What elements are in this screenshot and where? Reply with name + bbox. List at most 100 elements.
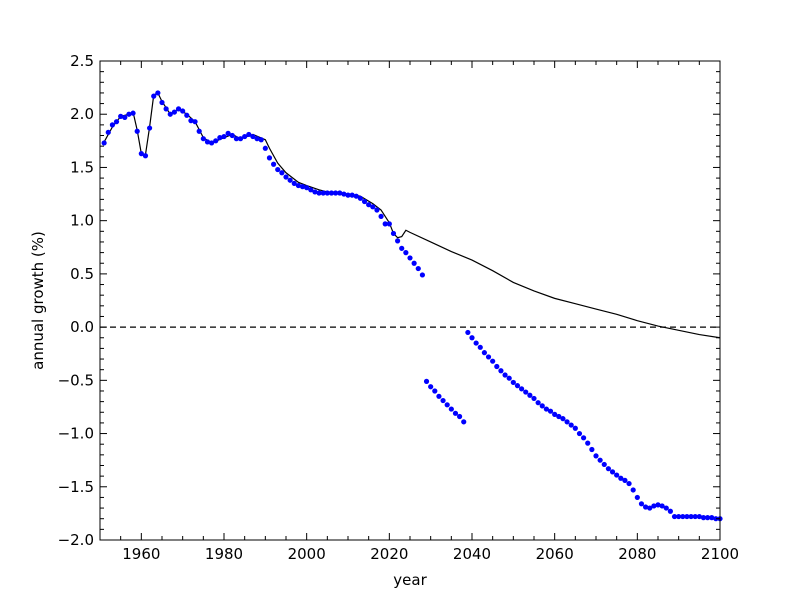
data-point-2056 bbox=[535, 400, 541, 406]
data-point-2032 bbox=[436, 393, 442, 399]
data-point-1952 bbox=[105, 129, 111, 135]
data-point-2051 bbox=[514, 383, 521, 389]
data-point-2074 bbox=[609, 469, 616, 475]
data-point-2066 bbox=[576, 430, 583, 437]
y-tick-label: 0.0 bbox=[70, 318, 94, 336]
data-point-2018 bbox=[378, 213, 384, 220]
data-point-1993 bbox=[275, 166, 281, 173]
data-point-2071 bbox=[597, 457, 603, 463]
data-point-2050 bbox=[510, 379, 516, 386]
data-point-2038 bbox=[461, 419, 467, 425]
data-point-2022 bbox=[395, 238, 401, 244]
data-point-2053 bbox=[523, 389, 529, 395]
data-point-2054 bbox=[527, 392, 533, 398]
data-point-2062 bbox=[560, 416, 566, 422]
data-point-1967 bbox=[167, 111, 173, 117]
data-point-1981 bbox=[225, 130, 231, 136]
y-axis-label: annual growth (%) bbox=[29, 231, 47, 370]
data-point-1995 bbox=[283, 174, 289, 180]
data-point-2009 bbox=[341, 191, 347, 197]
data-point-2002 bbox=[312, 189, 318, 195]
data-point-2055 bbox=[531, 395, 537, 402]
data-point-2014 bbox=[361, 198, 368, 205]
data-point-1982 bbox=[229, 132, 235, 139]
data-point-1977 bbox=[209, 140, 215, 146]
data-point-1953 bbox=[109, 122, 115, 128]
data-point-2006 bbox=[328, 190, 335, 196]
data-point-2069 bbox=[589, 446, 595, 453]
data-point-1971 bbox=[184, 112, 190, 118]
data-point-2019 bbox=[382, 221, 388, 227]
data-point-2081 bbox=[638, 501, 645, 507]
tick-layer: 1960 1980 2000 2020 2040 2060 2080 2100 −2.0 −1.5… bbox=[58, 52, 740, 563]
data-point-2007 bbox=[333, 190, 339, 196]
data-point-1989 bbox=[258, 137, 264, 143]
data-point-2098 bbox=[709, 515, 715, 521]
data-point-2058 bbox=[543, 406, 550, 412]
data-point-2067 bbox=[581, 435, 587, 441]
data-point-2034 bbox=[444, 402, 450, 408]
data-point-2041 bbox=[473, 340, 479, 346]
data-point-2020 bbox=[386, 221, 392, 227]
y-tick-label: −1.0 bbox=[58, 425, 94, 443]
data-point-1975 bbox=[200, 136, 206, 142]
data-point-2078 bbox=[626, 480, 632, 487]
data-point-2091 bbox=[680, 513, 686, 520]
data-point-2047 bbox=[498, 368, 504, 374]
data-point-2039 bbox=[465, 329, 471, 336]
data-point-1991 bbox=[266, 155, 273, 161]
data-point-2072 bbox=[601, 461, 607, 468]
data-point-2003 bbox=[316, 190, 322, 196]
x-tick-label: 2100 bbox=[701, 545, 739, 563]
data-point-1964 bbox=[155, 90, 161, 96]
data-point-2094 bbox=[692, 513, 698, 520]
data-point-2048 bbox=[502, 372, 508, 378]
data-point-2087 bbox=[663, 505, 669, 511]
data-point-2063 bbox=[564, 419, 570, 425]
data-point-1965 bbox=[159, 99, 165, 106]
data-point-1954 bbox=[113, 119, 120, 125]
x-axis-label: year bbox=[393, 571, 427, 589]
data-point-1961 bbox=[142, 153, 149, 159]
data-point-1973 bbox=[192, 119, 198, 125]
data-point-1997 bbox=[291, 180, 297, 187]
x-tick-label: 2040 bbox=[453, 545, 491, 563]
data-point-1958 bbox=[130, 110, 136, 116]
data-point-2000 bbox=[304, 185, 310, 191]
data-point-2046 bbox=[494, 363, 500, 370]
x-tick-label: 2060 bbox=[536, 545, 574, 563]
data-point-2044 bbox=[485, 354, 492, 360]
data-point-2059 bbox=[547, 408, 554, 414]
data-point-1980 bbox=[221, 133, 227, 140]
data-point-1986 bbox=[246, 131, 252, 138]
data-point-2085 bbox=[655, 502, 661, 508]
y-tick-label: −0.5 bbox=[58, 371, 94, 389]
data-point-2060 bbox=[552, 411, 558, 417]
y-tick-label: 2.0 bbox=[70, 105, 94, 123]
data-point-2040 bbox=[469, 335, 475, 341]
data-point-1966 bbox=[163, 106, 169, 112]
y-tick-label: 0.5 bbox=[70, 265, 94, 283]
data-point-2076 bbox=[618, 475, 624, 481]
data-point-1976 bbox=[204, 139, 211, 145]
data-point-2033 bbox=[440, 397, 446, 404]
data-point-2031 bbox=[432, 388, 438, 394]
data-point-1969 bbox=[175, 106, 182, 112]
data-point-2030 bbox=[428, 384, 434, 390]
x-tick-label: 2000 bbox=[288, 545, 326, 563]
data-point-2026 bbox=[411, 260, 417, 266]
y-tick-label: 1.5 bbox=[70, 158, 94, 176]
data-point-2079 bbox=[630, 487, 636, 493]
data-point-1992 bbox=[271, 161, 277, 167]
data-point-2073 bbox=[605, 466, 612, 472]
data-point-2075 bbox=[614, 472, 620, 478]
data-point-1999 bbox=[299, 184, 306, 190]
data-point-2028 bbox=[419, 272, 425, 278]
data-point-1998 bbox=[295, 182, 301, 189]
data-point-2005 bbox=[324, 190, 330, 196]
data-point-2037 bbox=[457, 413, 463, 420]
x-tick-label: 1980 bbox=[205, 545, 243, 563]
data-point-2024 bbox=[403, 250, 409, 256]
data-point-2045 bbox=[490, 358, 496, 364]
series-markers-1 bbox=[101, 90, 723, 522]
